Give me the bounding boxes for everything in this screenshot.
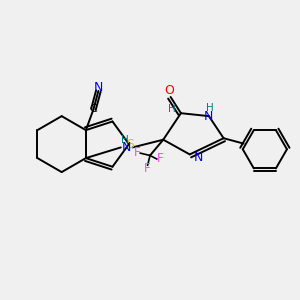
- Text: S: S: [126, 138, 134, 151]
- Text: N: N: [194, 151, 203, 164]
- Text: N: N: [204, 110, 214, 123]
- Text: N: N: [94, 81, 103, 94]
- Text: N: N: [122, 141, 131, 154]
- Text: H: H: [121, 135, 128, 145]
- Text: C: C: [90, 104, 97, 114]
- Text: H: H: [168, 104, 176, 114]
- Text: F: F: [134, 146, 140, 159]
- Text: H: H: [206, 103, 214, 113]
- Text: F: F: [144, 162, 150, 175]
- Text: O: O: [164, 84, 174, 97]
- Text: F: F: [157, 152, 164, 165]
